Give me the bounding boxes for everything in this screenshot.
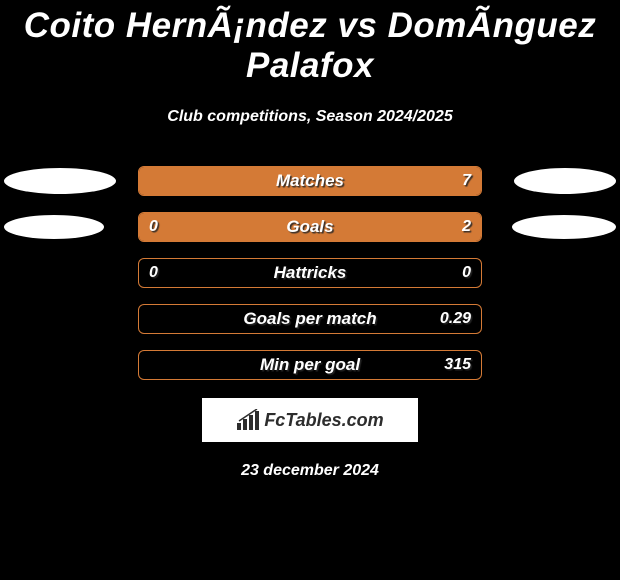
comparison-row: 02Goals xyxy=(0,212,620,242)
bar-right-fill xyxy=(139,213,481,241)
stat-value-right: 0 xyxy=(462,259,471,287)
fctables-logo: FcTables.com xyxy=(202,398,418,442)
player-right-ellipse xyxy=(514,168,616,194)
stat-bar: 0.29Goals per match xyxy=(138,304,482,334)
date-line: 23 december 2024 xyxy=(0,462,620,480)
chart-icon xyxy=(236,409,260,431)
stat-value-left: 0 xyxy=(149,259,158,287)
stat-label: Hattricks xyxy=(139,259,481,287)
bar-left-fill xyxy=(139,167,481,195)
player-right-ellipse xyxy=(512,215,616,239)
stat-label: Goals per match xyxy=(139,305,481,333)
player-left-ellipse xyxy=(4,168,116,194)
stat-bar: 0 0Hattricks xyxy=(138,258,482,288)
stat-bar: 7Matches xyxy=(138,166,482,196)
comparison-row: 7Matches xyxy=(0,166,620,196)
stat-value-right: 0.29 xyxy=(440,305,471,333)
stat-value-right: 315 xyxy=(444,351,471,379)
comparison-rows: 7Matches 02Goals 0 0Hattricks 0.29Goals per … xyxy=(0,166,620,380)
comparison-row: 315Min per goal xyxy=(0,350,620,380)
player-left-ellipse xyxy=(4,215,104,239)
comparison-row: 0.29Goals per match xyxy=(0,304,620,334)
subtitle: Club competitions, Season 2024/2025 xyxy=(0,108,620,126)
stat-bar: 315Min per goal xyxy=(138,350,482,380)
logo-text: FcTables.com xyxy=(264,410,383,431)
stat-label: Min per goal xyxy=(139,351,481,379)
stat-bar: 02Goals xyxy=(138,212,482,242)
page-title: Coito HernÃ¡ndez vs DomÃ­nguez Palafox xyxy=(0,0,620,86)
comparison-row: 0 0Hattricks xyxy=(0,258,620,288)
